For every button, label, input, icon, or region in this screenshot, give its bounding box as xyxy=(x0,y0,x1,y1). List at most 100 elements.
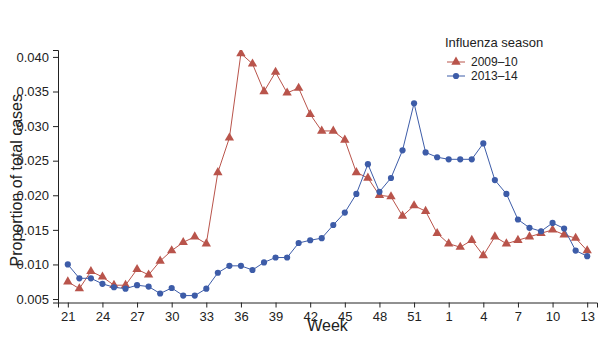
series-marker xyxy=(411,100,417,106)
series-marker xyxy=(249,267,255,273)
series-marker xyxy=(317,126,326,134)
series-marker xyxy=(479,250,488,258)
series-marker xyxy=(122,286,128,292)
x-tick-mark xyxy=(206,303,207,308)
y-tick-mark xyxy=(53,299,58,300)
series-marker xyxy=(180,292,186,298)
x-tick-label: 13 xyxy=(580,309,594,324)
series-marker xyxy=(490,231,499,239)
x-tick-label: 7 xyxy=(515,309,522,324)
x-tick-mark xyxy=(414,303,415,308)
x-tick-label: 27 xyxy=(130,309,144,324)
series-marker xyxy=(398,211,407,219)
x-tick: 48 xyxy=(373,303,387,324)
series-marker xyxy=(319,235,325,241)
series-line xyxy=(68,53,587,288)
chart: 0.0050.0100.0150.0200.0250.0300.0350.040… xyxy=(0,0,600,338)
series-marker xyxy=(446,156,452,162)
series-marker xyxy=(213,167,222,175)
series-marker xyxy=(248,58,257,66)
series-marker xyxy=(75,283,84,291)
series-marker xyxy=(259,86,268,94)
series-marker xyxy=(65,261,71,267)
series-marker xyxy=(434,154,440,160)
series-marker xyxy=(134,282,140,288)
y-tick: 0.005 xyxy=(16,292,58,307)
series-marker xyxy=(409,200,418,208)
series-marker xyxy=(342,209,348,215)
series-marker xyxy=(203,286,209,292)
series-marker xyxy=(538,228,544,234)
y-axis-line xyxy=(53,51,59,304)
y-axis-title: Proportion of total cases xyxy=(8,94,25,267)
x-tick: 13 xyxy=(580,303,594,324)
series-marker xyxy=(192,292,198,298)
x-tick-mark xyxy=(102,303,103,308)
series-marker xyxy=(132,264,141,272)
series-marker xyxy=(179,237,188,245)
series-marker xyxy=(526,225,532,231)
y-tick: 0.040 xyxy=(16,50,58,65)
legend-marker xyxy=(453,73,459,79)
series-marker xyxy=(98,271,107,279)
x-tick-mark xyxy=(68,303,69,308)
series-marker xyxy=(236,50,245,56)
x-tick-mark xyxy=(276,303,277,308)
series-marker xyxy=(365,161,371,167)
series-marker xyxy=(306,109,315,117)
x-tick-label: 39 xyxy=(269,309,283,324)
series-marker xyxy=(352,167,361,175)
series-marker xyxy=(584,253,590,259)
series-marker xyxy=(330,222,336,228)
series-marker xyxy=(225,132,234,140)
series-marker xyxy=(467,235,476,243)
x-tick: 30 xyxy=(165,303,179,324)
series-marker xyxy=(294,83,303,91)
series-marker xyxy=(202,238,211,246)
series-marker xyxy=(561,225,567,231)
x-tick: 39 xyxy=(269,303,283,324)
x-tick: 33 xyxy=(200,303,214,324)
x-tick-label: 33 xyxy=(200,309,214,324)
series-marker xyxy=(111,284,117,290)
x-tick-label: 4 xyxy=(480,309,487,324)
plot-area xyxy=(63,50,592,299)
series-marker xyxy=(63,276,72,284)
legend-title: Influenza season xyxy=(445,35,543,50)
series-marker xyxy=(549,220,555,226)
series-marker xyxy=(388,175,394,181)
series-marker xyxy=(88,275,94,281)
y-tick-label: 0.005 xyxy=(16,292,49,307)
x-tick: 27 xyxy=(130,303,144,324)
series-marker xyxy=(226,263,232,269)
series-marker xyxy=(215,270,221,276)
x-tick: 4 xyxy=(480,303,487,324)
series-marker xyxy=(444,238,453,246)
series-marker xyxy=(421,206,430,214)
y-tick-mark xyxy=(53,230,58,231)
series-marker xyxy=(502,238,511,246)
series-marker xyxy=(76,275,82,281)
x-tick-label: 21 xyxy=(61,309,75,324)
series-marker xyxy=(144,269,153,277)
x-tick: 1 xyxy=(446,303,453,324)
x-tick-mark xyxy=(379,303,380,308)
x-tick: 24 xyxy=(96,303,110,324)
y-tick-label: 0.040 xyxy=(16,50,49,65)
series-marker xyxy=(86,266,95,274)
legend-label: 2009–10 xyxy=(471,55,518,69)
legend-label: 2013–14 xyxy=(471,69,518,83)
x-tick-label: 10 xyxy=(546,309,560,324)
series-marker xyxy=(155,256,164,264)
x-tick: 7 xyxy=(515,303,522,324)
x-tick-mark xyxy=(449,303,450,308)
x-tick-label: 51 xyxy=(407,309,421,324)
series-marker xyxy=(190,231,199,239)
x-tick-mark xyxy=(241,303,242,308)
series-marker xyxy=(513,235,522,243)
legend: Influenza season 2009–102013–14 xyxy=(445,35,543,83)
series-marker xyxy=(282,87,291,95)
series-marker xyxy=(457,156,463,162)
x-tick-label: 30 xyxy=(165,309,179,324)
series-marker xyxy=(146,283,152,289)
